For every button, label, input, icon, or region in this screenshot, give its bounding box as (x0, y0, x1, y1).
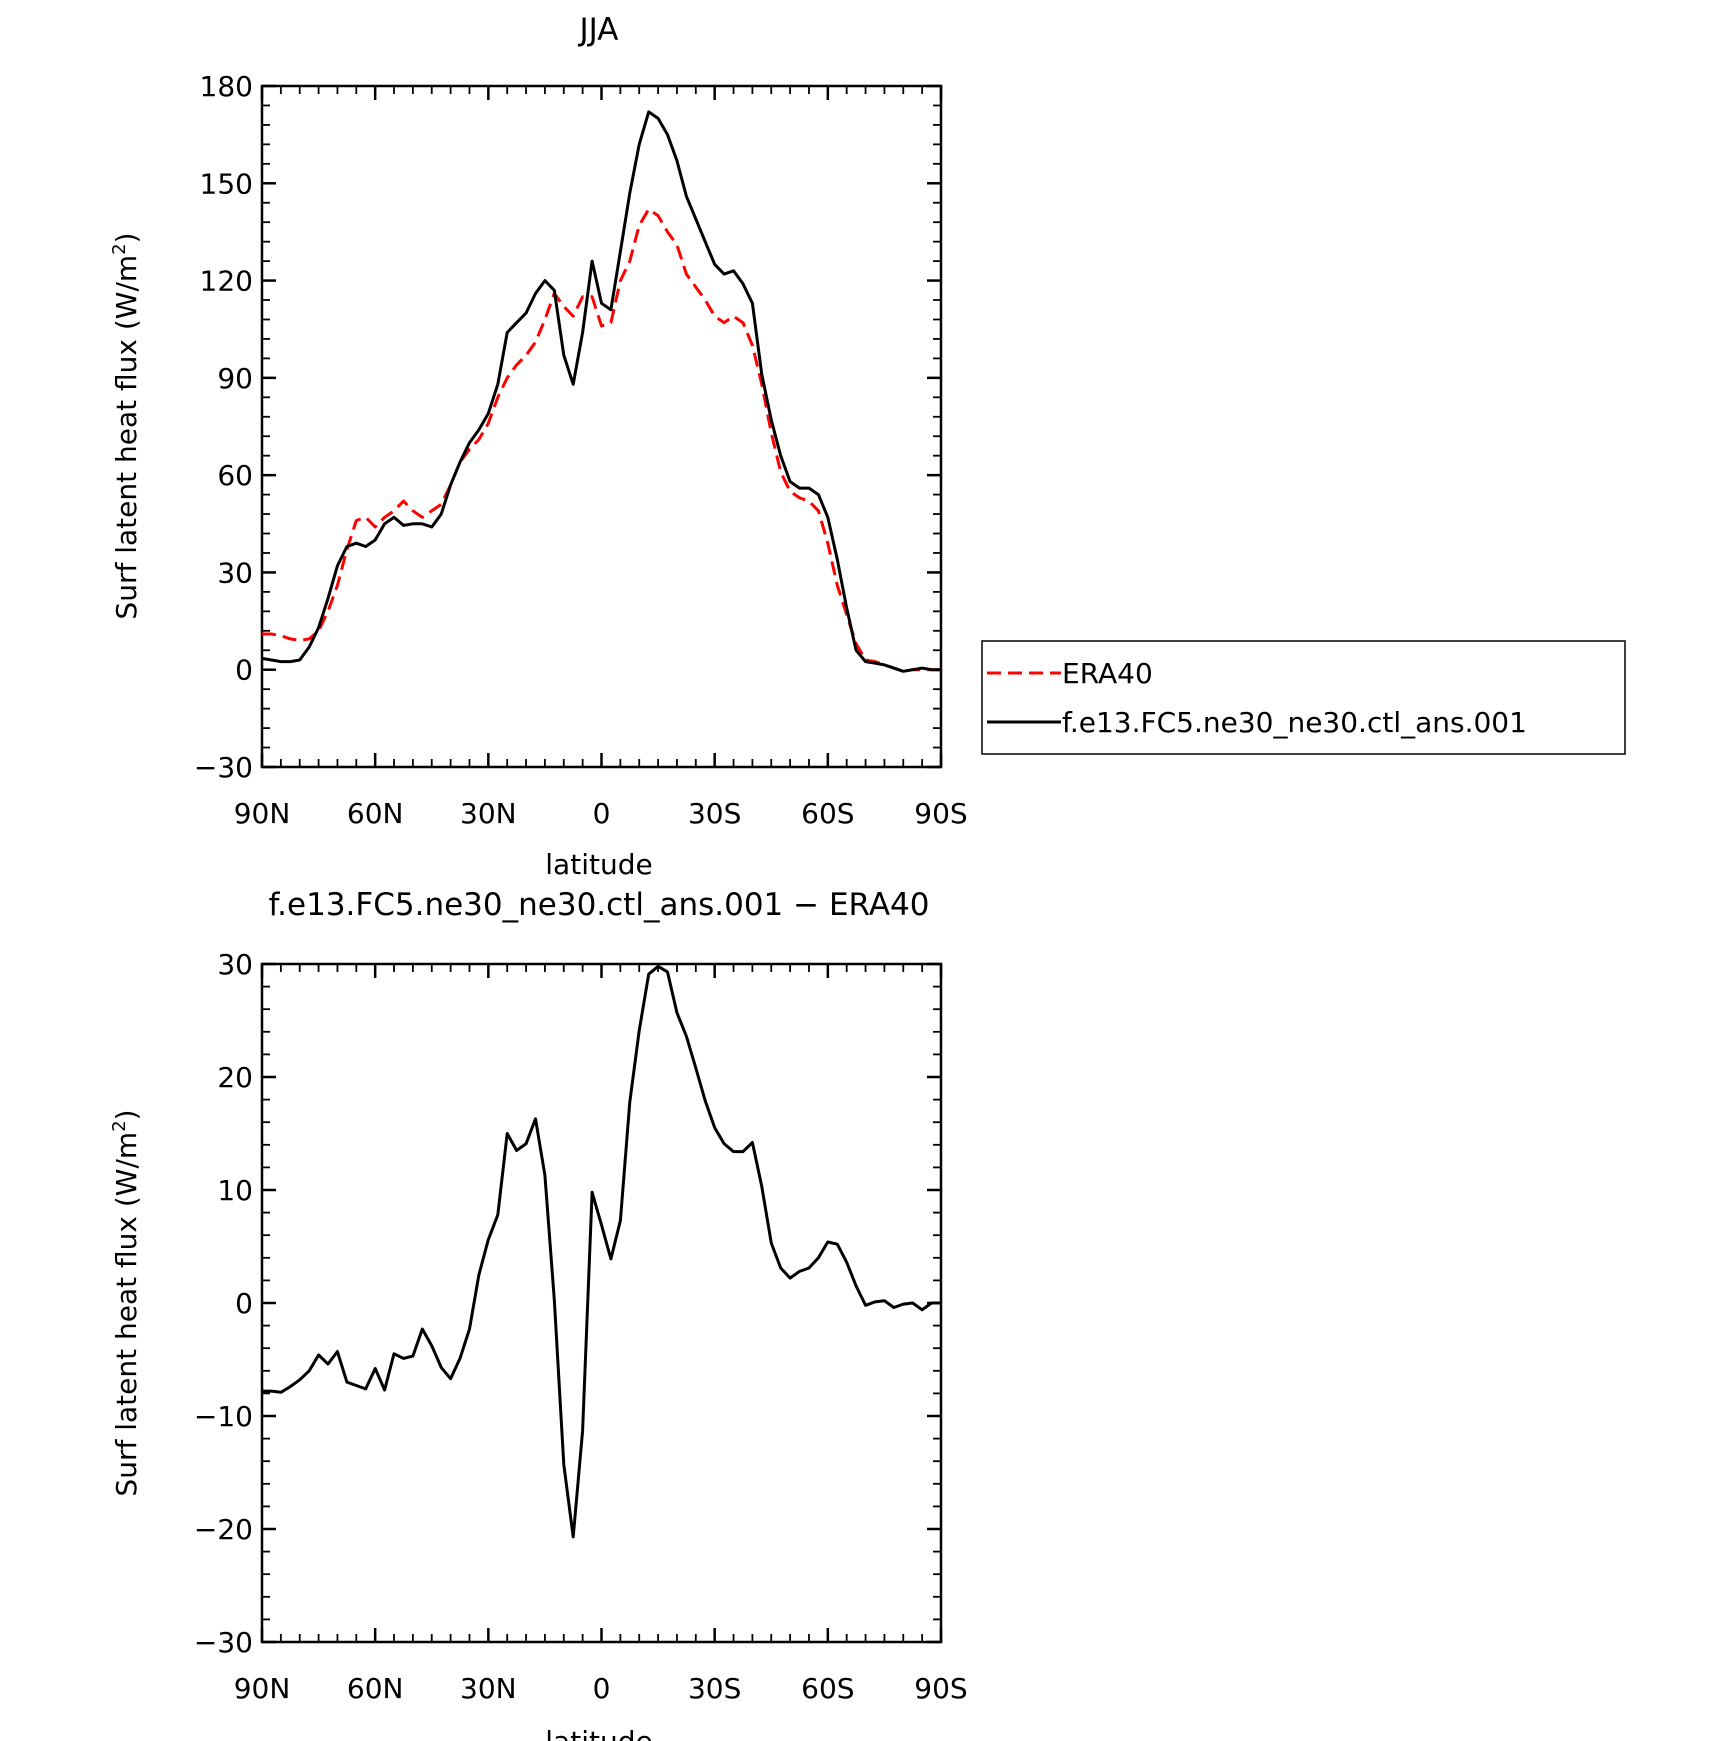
x-tick-label: 60N (347, 1672, 404, 1705)
x-tick-label: 90S (914, 1672, 967, 1705)
x-tick-label: 90N (234, 1672, 291, 1705)
y-tick-label: 90 (217, 362, 253, 395)
x-tick-label: 30N (460, 1672, 517, 1705)
y-tick-labels: −30 0 30 60 90 120 150 180 (194, 70, 253, 784)
y-tick-label: 20 (217, 1061, 253, 1094)
x-axis-title: latitude (545, 848, 652, 881)
x-tick-label: 30N (460, 797, 517, 830)
x-tick-label: 60S (801, 1672, 854, 1705)
axis-ticks (260, 84, 943, 769)
data-series (261, 110, 941, 673)
y-tick-label: −30 (194, 1626, 253, 1659)
plot-frame (260, 84, 943, 769)
x-tick-label: 60S (801, 797, 854, 830)
x-tick-label: 30S (688, 1672, 741, 1705)
y-tick-label: 0 (235, 1287, 253, 1320)
legend-box (981, 640, 1626, 755)
plot-area (260, 962, 943, 1644)
y-axis-title: Surf latent heat flux (W/m2) (109, 232, 143, 619)
difference-panel: f.e13.FC5.ne30_ne30.ctl_ans.001 − ERA40 … (109, 887, 968, 1741)
series-line-model (261, 110, 941, 673)
y-axis-title: Surf latent heat flux (W/m2) (109, 1109, 143, 1496)
y-tick-labels: −30 −20 −10 0 10 20 30 (194, 948, 253, 1659)
y-tick-label: 30 (217, 556, 253, 589)
x-tick-label: 0 (593, 797, 611, 830)
legend-label-era40: ERA40 (1062, 657, 1153, 690)
x-tick-label: 90N (234, 797, 291, 830)
y-tick-label: −20 (194, 1513, 253, 1546)
y-tick-label: 60 (217, 459, 253, 492)
data-series (262, 964, 941, 1539)
x-tick-label: 90S (914, 797, 967, 830)
series-line-model (262, 964, 941, 1539)
panel-title: JJA (578, 12, 619, 48)
y-tick-label: −30 (194, 751, 253, 784)
y-tick-label: 0 (235, 654, 253, 687)
y-tick-label: −10 (194, 1400, 253, 1433)
x-axis-title: latitude (545, 1725, 652, 1741)
legend: ERA40 f.e13.FC5.ne30_ne30.ctl_ans.001 (981, 640, 1626, 755)
y-tick-label: 120 (200, 265, 253, 298)
y-tick-label: 10 (217, 1174, 253, 1207)
plot-frame (260, 962, 943, 1644)
x-tick-labels: 90N 60N 30N 0 30S 60S 90S (234, 1672, 968, 1705)
y-tick-label: 30 (217, 948, 253, 981)
plot-area (260, 84, 943, 769)
x-tick-labels: 90N 60N 30N 0 30S 60S 90S (234, 797, 968, 830)
climatology-panel: JJA −30 0 30 60 90 120 150 180 90N 60N 30N 0 30S 60S… (109, 12, 1626, 881)
y-tick-label: 150 (200, 167, 253, 200)
legend-label-model: f.e13.FC5.ne30_ne30.ctl_ans.001 (1062, 706, 1527, 739)
x-tick-label: 30S (688, 797, 741, 830)
y-tick-label: 180 (200, 70, 253, 103)
x-tick-label: 0 (593, 1672, 611, 1705)
series-line-era40 (262, 207, 941, 673)
panel-title: f.e13.FC5.ne30_ne30.ctl_ans.001 − ERA40 (269, 887, 930, 923)
x-tick-label: 60N (347, 797, 404, 830)
